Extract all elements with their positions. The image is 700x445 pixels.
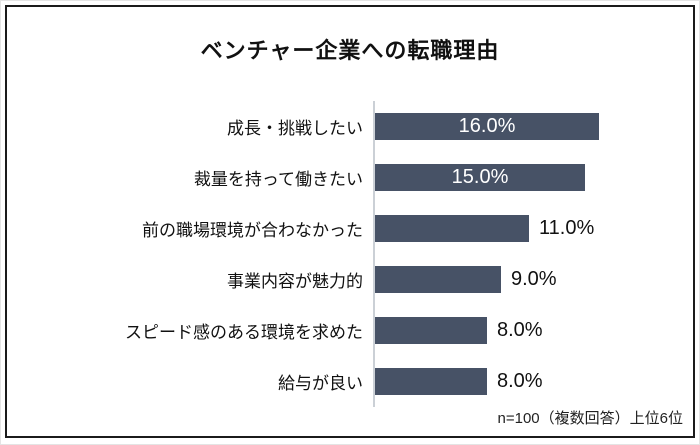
bar-track: 9.0%: [373, 254, 689, 305]
category-label: 事業内容が魅力的: [227, 272, 363, 291]
chart-row: 事業内容が魅力的 9.0%: [7, 254, 689, 305]
bar-track: 8.0%: [373, 305, 689, 356]
bar: [375, 368, 487, 395]
bar: [375, 317, 487, 344]
category-label: 前の職場環境が合わなかった: [142, 221, 363, 240]
chart-row: 給与が良い 8.0%: [7, 356, 689, 407]
category-label: 裁量を持って働きたい: [193, 170, 363, 189]
bar-track: 15.0%: [373, 152, 689, 203]
value-label-outside: 8.0%: [497, 370, 543, 392]
bar: [375, 266, 501, 293]
category-label: 成長・挑戦したい: [227, 119, 363, 138]
bar-track: 16.0%: [373, 101, 689, 152]
category-label: スピード感のある環境を求めた: [125, 323, 363, 342]
chart-footnote: n=100（複数回答）上位6位: [497, 410, 683, 427]
chart-row: 裁量を持って働きたい 15.0%: [7, 152, 689, 203]
category-label: 給与が良い: [278, 374, 363, 393]
chart-row: スピード感のある環境を求めた 8.0%: [7, 305, 689, 356]
value-label-outside: 8.0%: [497, 319, 543, 341]
bar: [375, 215, 529, 242]
chart-title: ベンチャー企業への転職理由: [200, 38, 500, 63]
chart-row: 前の職場環境が合わなかった 11.0%: [7, 203, 689, 254]
bar-track: 11.0%: [373, 203, 689, 254]
value-label-outside: 11.0%: [539, 217, 595, 239]
value-label-outside: 9.0%: [511, 268, 557, 290]
chart-row: 成長・挑戦したい 16.0%: [7, 101, 689, 152]
bar-chart-rows: 成長・挑戦したい 16.0% 裁量を持って働きたい 15.0% 前の職場環境が合…: [7, 101, 689, 407]
value-label-inside: 16.0%: [458, 115, 516, 137]
bar: 16.0%: [375, 113, 599, 140]
bar-track: 8.0%: [373, 356, 689, 407]
chart-frame: ベンチャー企業への転職理由 成長・挑戦したい 16.0% 裁量を持って働きたい …: [5, 5, 695, 438]
bar: 15.0%: [375, 164, 585, 191]
value-label-inside: 15.0%: [451, 166, 509, 188]
